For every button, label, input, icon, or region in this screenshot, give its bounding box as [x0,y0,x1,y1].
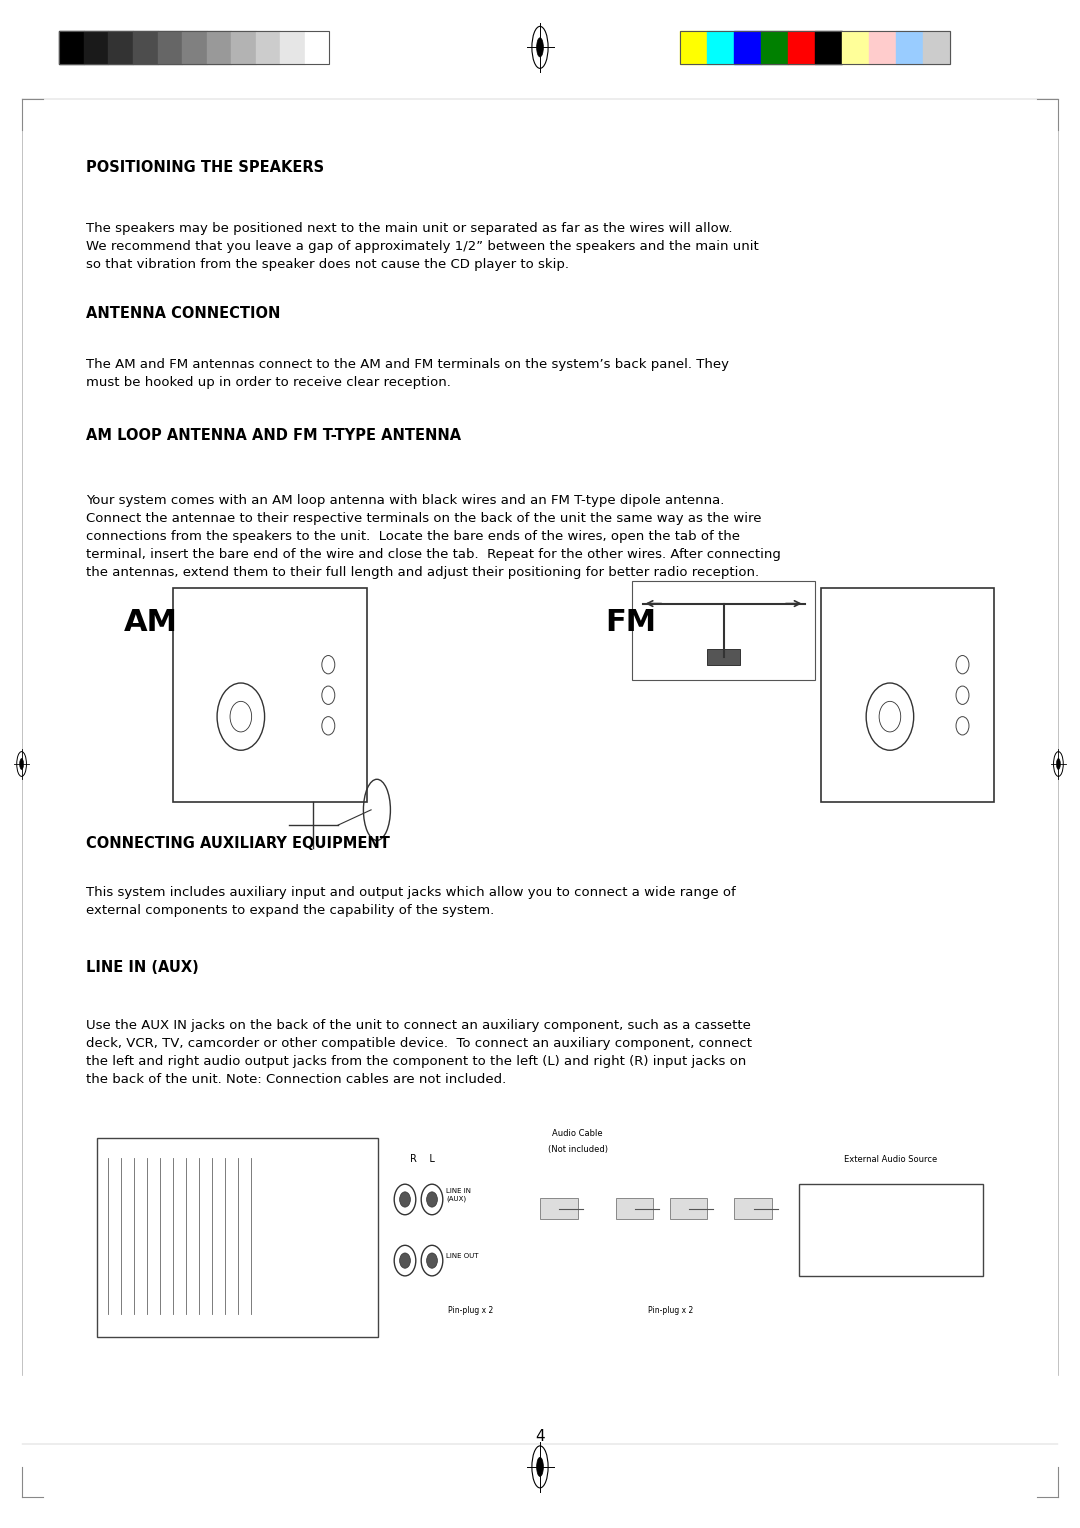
Circle shape [427,1192,437,1207]
Text: Audio Cable: Audio Cable [553,1129,603,1138]
Text: CONNECTING AUXILIARY EQUIPMENT: CONNECTING AUXILIARY EQUIPMENT [86,836,390,851]
Bar [158,31,183,64]
Text: Your system comes with an AM loop antenna with black wires and an FM T-type dipo: Your system comes with an AM loop antenn… [86,494,781,579]
Bar [231,31,256,64]
Bar [707,649,740,665]
Bar [183,31,206,64]
Bar [923,31,950,64]
Bar [256,31,281,64]
Bar [799,1184,983,1276]
Bar [896,31,923,64]
Bar [281,31,305,64]
Bar [133,31,158,64]
Text: Pin-plug x 2: Pin-plug x 2 [448,1306,494,1316]
Ellipse shape [1056,758,1061,770]
Text: FM: FM [605,608,656,637]
Text: Use the AUX IN jacks on the back of the unit to connect an auxiliary component, : Use the AUX IN jacks on the back of the … [86,1019,753,1086]
Bar [734,31,761,64]
Text: LINE IN (AUX): LINE IN (AUX) [86,960,199,975]
Circle shape [427,1253,437,1268]
Text: R    L: R L [410,1154,435,1164]
Bar [761,31,788,64]
Ellipse shape [537,1458,543,1476]
Text: ANTENNA CONNECTION: ANTENNA CONNECTION [86,306,281,321]
Bar [59,31,329,64]
Text: (Not included): (Not included) [548,1144,608,1154]
Text: LINE IN
(AUX): LINE IN (AUX) [446,1189,471,1201]
Text: POSITIONING THE SPEAKERS: POSITIONING THE SPEAKERS [86,160,324,176]
Text: This system includes auxiliary input and output jacks which allow you to connect: This system includes auxiliary input and… [86,886,737,917]
Text: External Audio Source: External Audio Source [845,1155,937,1164]
Bar [680,31,707,64]
Ellipse shape [19,758,24,770]
Bar [815,31,842,64]
Bar [632,581,815,680]
Bar [869,31,896,64]
Circle shape [400,1192,410,1207]
Bar [707,31,734,64]
Bar [305,31,329,64]
Bar [59,31,84,64]
Text: The speakers may be positioned next to the main unit or separated as far as the : The speakers may be positioned next to t… [86,222,759,270]
Bar [842,31,869,64]
Text: LINE OUT: LINE OUT [446,1253,478,1259]
Circle shape [400,1253,410,1268]
Bar [540,1198,578,1219]
Bar [734,1198,772,1219]
Text: Pin-plug x 2: Pin-plug x 2 [648,1306,693,1316]
Bar [84,31,108,64]
Bar [670,1198,707,1219]
Bar [206,31,231,64]
Text: AM LOOP ANTENNA AND FM T-TYPE ANTENNA: AM LOOP ANTENNA AND FM T-TYPE ANTENNA [86,428,461,443]
Text: The AM and FM antennas connect to the AM and FM terminals on the system’s back p: The AM and FM antennas connect to the AM… [86,358,729,388]
Bar [788,31,815,64]
Bar [108,31,133,64]
Ellipse shape [537,38,543,57]
Text: 4: 4 [536,1429,544,1444]
Text: AM: AM [124,608,178,637]
Bar [680,31,950,64]
Bar [97,1138,378,1337]
Bar [616,1198,653,1219]
